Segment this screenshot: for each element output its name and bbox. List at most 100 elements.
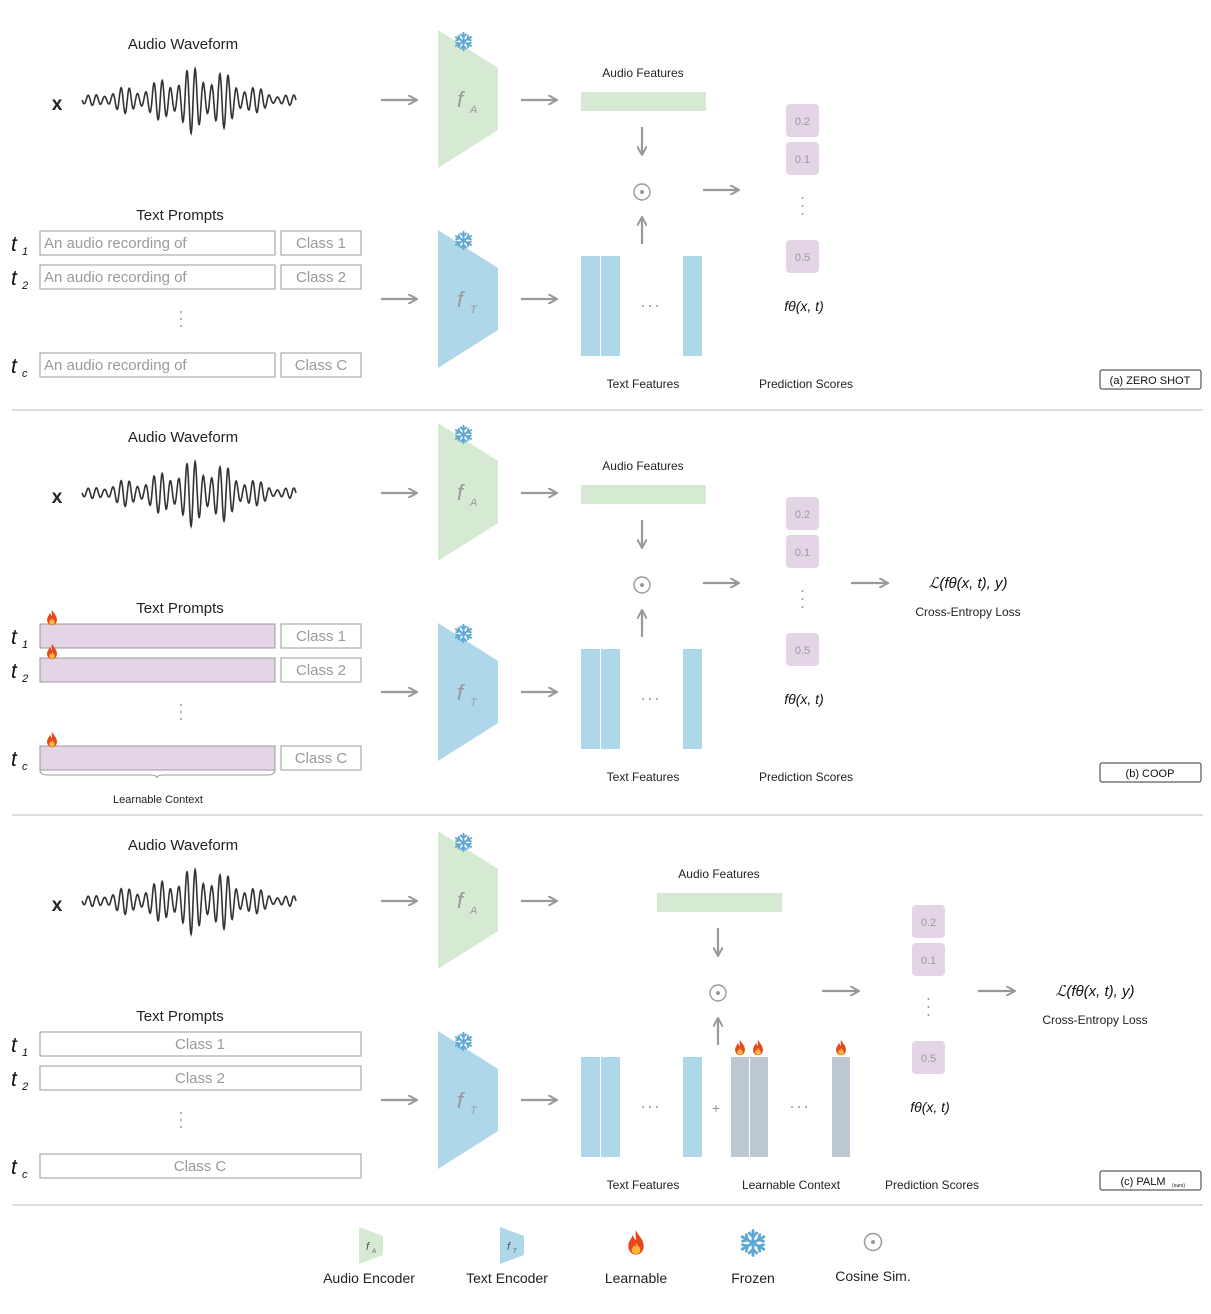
ellipsis-dot — [642, 1106, 644, 1108]
prompt-t-sub: 2 — [21, 673, 28, 685]
prompt-class-text: Class C — [295, 357, 348, 374]
text-feature-column — [601, 256, 620, 356]
prompt-class-text: Class 2 — [296, 269, 346, 286]
flame-icon — [753, 1040, 763, 1055]
ellipsis-dot — [180, 704, 182, 706]
panel-label: (b) COOP — [1126, 768, 1175, 780]
snowflake-icon — [456, 625, 471, 643]
legend-text-encoder: f T Text Encoder — [466, 1227, 548, 1286]
ellipsis-dot — [791, 1106, 793, 1108]
ellipsis-dot — [649, 698, 651, 700]
prediction-formula: fθ(x, t) — [784, 691, 823, 707]
ellipsis-dot — [180, 1112, 182, 1114]
audio-waveform — [82, 69, 296, 133]
prompt-t: t — [11, 355, 18, 378]
prediction-scores-label: Prediction Scores — [759, 377, 853, 391]
prompt-class-text: Class 1 — [296, 628, 346, 645]
audio-encoder-icon — [359, 1227, 383, 1264]
flame-icon — [628, 1230, 643, 1254]
x-symbol: x — [52, 895, 63, 916]
ellipsis-dot — [180, 325, 182, 327]
audio-feature-vector — [657, 893, 782, 912]
prompt-t-sub: 1 — [22, 246, 28, 258]
snowflake-icon — [456, 834, 471, 852]
legend-learnable-label: Learnable — [605, 1270, 667, 1286]
text-feature-column — [683, 1057, 702, 1157]
legend-frozen-label: Frozen — [731, 1270, 775, 1286]
score-value: 0.1 — [795, 547, 810, 559]
prediction-formula: fθ(x, t) — [784, 298, 823, 314]
prompt-t: t — [11, 626, 18, 649]
x-symbol: x — [52, 94, 63, 115]
panel-label-sub: (ours) — [1172, 1183, 1185, 1189]
audio-features-label: Audio Features — [602, 66, 683, 80]
audio-feature-vector — [581, 485, 706, 504]
loss-formula: ℒ(fθ(x, t), y) — [1056, 983, 1135, 1000]
panel-label: (a) ZERO SHOT — [1110, 375, 1191, 387]
ellipsis-dot — [802, 598, 804, 600]
prompt-t-sub: 1 — [22, 639, 28, 651]
ellipsis-dot — [180, 718, 182, 720]
learnable-prompt-box — [40, 624, 275, 648]
waveform-title: Audio Waveform — [128, 36, 238, 53]
text-feature-column — [581, 256, 600, 356]
text-encoder — [438, 230, 498, 368]
flame-icon — [735, 1040, 745, 1055]
prompt-class-text: Class 1 — [175, 1036, 225, 1053]
ellipsis-dot — [642, 305, 644, 307]
loss-label: Cross-Entropy Loss — [915, 605, 1020, 619]
text-feature-column — [601, 649, 620, 749]
prediction-scores-label: Prediction Scores — [759, 770, 853, 784]
flame-icon — [47, 732, 57, 747]
text-prompts-title: Text Prompts — [136, 600, 224, 617]
ellipsis-dot — [656, 1106, 658, 1108]
text-prompts-title: Text Prompts — [136, 1008, 224, 1025]
score-value: 0.2 — [795, 116, 810, 128]
learnable-context-column — [750, 1057, 768, 1157]
learnable-prompt-box — [40, 658, 275, 682]
legend-cosine: Cosine Sim. — [835, 1234, 910, 1285]
waveform-title: Audio Waveform — [128, 837, 238, 854]
audio-features-label: Audio Features — [678, 867, 759, 881]
learnable-context-column — [731, 1057, 749, 1157]
legend-learnable: Learnable — [605, 1230, 667, 1286]
score-value: 0.2 — [795, 509, 810, 521]
ellipsis-dot — [180, 711, 182, 713]
prompt-class-text: Class 2 — [296, 662, 346, 679]
prompt-t: t — [11, 1034, 18, 1057]
ellipsis-dot — [180, 318, 182, 320]
legend-cosine-label: Cosine Sim. — [835, 1268, 910, 1284]
audio-encoder-sub: A — [469, 104, 477, 116]
text-feature-column — [601, 1057, 620, 1157]
snowflake-icon — [456, 232, 471, 250]
ellipsis-dot — [928, 1006, 930, 1008]
text-features-label: Text Features — [607, 377, 680, 391]
learnable-context-brace — [40, 770, 275, 778]
ellipsis-dot — [802, 213, 804, 215]
prompt-t-sub: c — [22, 761, 28, 773]
text-prompts-title: Text Prompts — [136, 207, 224, 224]
text-feature-column — [581, 1057, 600, 1157]
score-value: 0.1 — [921, 955, 936, 967]
ellipsis-dot — [798, 1106, 800, 1108]
audio-encoder — [438, 831, 498, 969]
panel-label: (c) PALM — [1120, 1176, 1165, 1188]
snowflake-icon — [456, 1033, 471, 1051]
audio-encoder-sub: A — [469, 497, 477, 509]
ellipsis-dot — [805, 1106, 807, 1108]
flame-icon — [836, 1040, 846, 1055]
snowflake-icon — [456, 33, 471, 51]
ellipsis-dot — [802, 205, 804, 207]
prediction-scores-label: Prediction Scores — [885, 1178, 979, 1192]
ellipsis-dot — [928, 998, 930, 1000]
cosine-sim-icon-dot — [871, 1240, 875, 1244]
ellipsis-dot — [180, 311, 182, 313]
legend: f A Audio Encoder f T Text Encoder Learn… — [323, 1227, 911, 1286]
learnable-context-column — [832, 1057, 850, 1157]
audio-feature-vector — [581, 92, 706, 111]
ellipsis-dot — [649, 1106, 651, 1108]
score-value: 0.1 — [795, 154, 810, 166]
prompt-t: t — [11, 1068, 18, 1091]
